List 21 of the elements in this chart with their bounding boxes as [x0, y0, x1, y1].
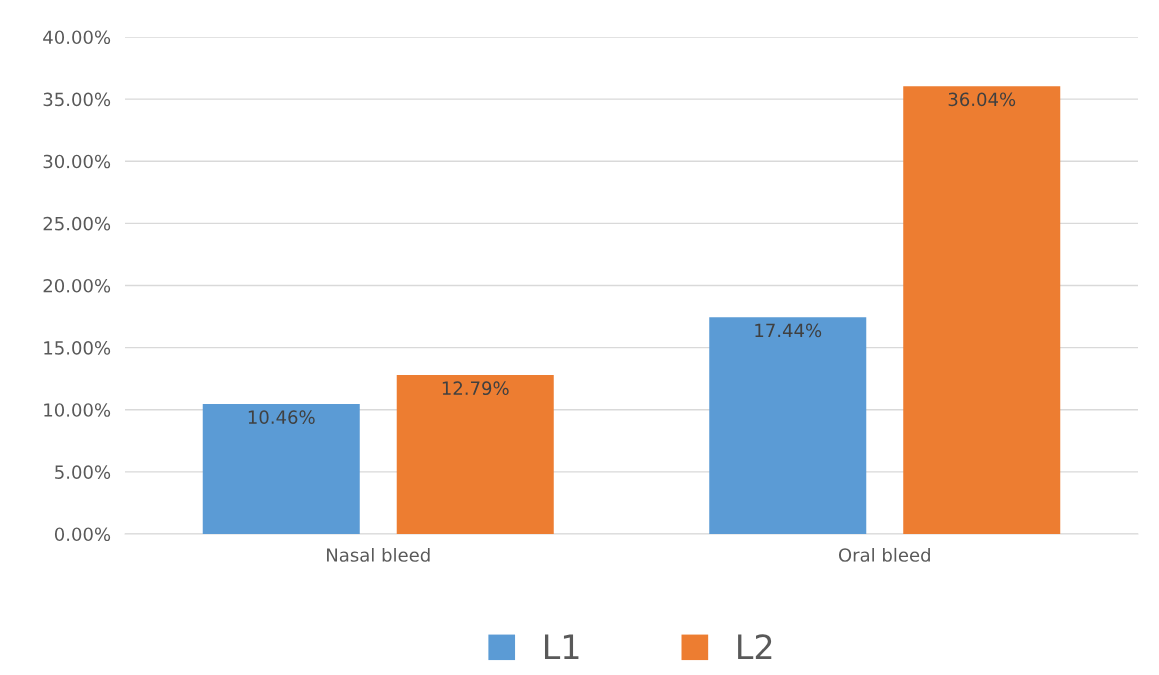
data-label: 10.46% [248, 410, 315, 424]
y-tick-label: 15.00% [44, 341, 111, 355]
data-label: 17.44% [755, 323, 822, 338]
y-tick-label: 25.00% [43, 216, 111, 231]
legend-label: L2 [738, 634, 772, 659]
y-tick-label: 0.00% [54, 527, 111, 542]
data-label: 36.04% [948, 92, 1016, 107]
legend-label: L1 [544, 634, 579, 659]
y-tick-label: 35.00% [43, 92, 111, 107]
x-tick-label: Oral bleed [838, 547, 930, 562]
bar [396, 375, 554, 534]
y-tick-label: 5.00% [55, 465, 111, 479]
bar [709, 317, 867, 534]
data-label: 12.79% [442, 381, 509, 396]
bar [903, 86, 1061, 534]
bar [202, 404, 360, 534]
y-tick-label: 30.00% [43, 154, 111, 169]
y-tick-label: 10.00% [44, 403, 111, 417]
y-tick-label: 20.00% [43, 278, 111, 293]
x-tick-label: Nasal bleed [327, 547, 430, 562]
y-tick-label: 40.00% [43, 30, 111, 45]
